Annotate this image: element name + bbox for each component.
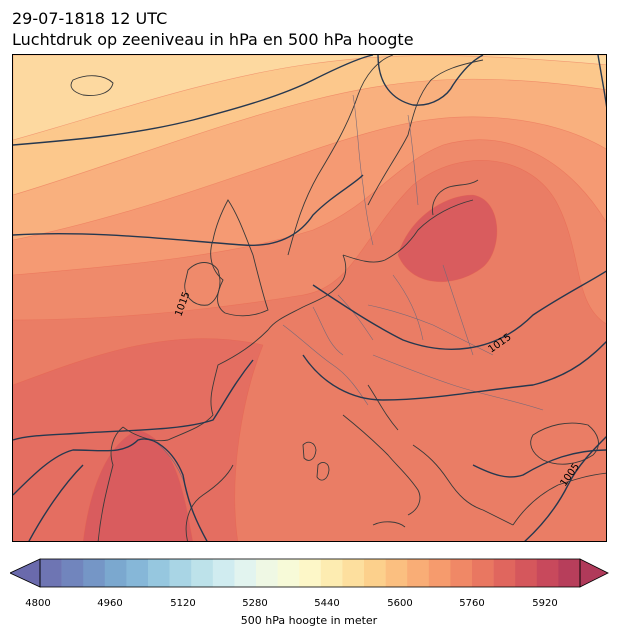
isobar-low-2 <box>13 438 208 541</box>
colorbar-cell <box>40 559 62 587</box>
isobar-1015 <box>13 359 254 441</box>
coast-balkans <box>412 444 606 526</box>
colorbar-under-arrow <box>10 558 41 588</box>
weather-map: 1015 1015 1005 <box>12 54 607 542</box>
map-title: Luchtdruk op zeeniveau in hPa en 500 hPa… <box>12 30 414 49</box>
map-datetime: 29-07-1818 12 UTC <box>12 9 168 28</box>
isobar-iberia <box>28 464 84 541</box>
colorbar-cell <box>472 559 494 587</box>
band-7 <box>397 194 498 283</box>
colorbar-cell <box>277 559 300 587</box>
coast-continent <box>122 254 347 442</box>
colorbar-cell <box>515 559 538 587</box>
borders-west <box>282 294 374 406</box>
colorbar-cell <box>212 559 235 587</box>
colorbar-cell <box>83 559 106 587</box>
colorbar-tick: 5280 <box>242 598 268 609</box>
coast-iceland <box>70 75 114 96</box>
coast-scandinavia <box>287 55 484 256</box>
coast-britain <box>210 199 269 317</box>
colorbar-cell <box>558 559 581 587</box>
colorbar-cell <box>256 559 278 587</box>
colorbar-cell <box>364 559 386 587</box>
height-bands <box>13 55 606 541</box>
isobar-north <box>13 174 364 246</box>
borders-east <box>367 264 544 411</box>
colorbar-cell <box>385 559 408 587</box>
coastlines <box>70 55 606 541</box>
country-borders <box>152 94 544 496</box>
colorbar-cell <box>234 559 257 587</box>
colorbar-tick: 5440 <box>314 598 340 609</box>
colorbar-cell <box>536 559 559 587</box>
coast-ireland <box>184 262 221 306</box>
coast-baltic <box>342 179 479 263</box>
isobar-southeast <box>472 449 606 478</box>
colorbar-cell <box>299 559 322 587</box>
isobar-east <box>597 55 606 107</box>
colorbar-over-arrow <box>579 558 609 588</box>
colorbar-cell <box>450 559 473 587</box>
colorbar-cell <box>407 559 430 587</box>
colorbar-cell <box>126 559 149 587</box>
colorbar-label: 500 hPa hoogte in meter <box>240 614 378 627</box>
colorbar-tick: 5760 <box>459 598 485 609</box>
colorbar-cell <box>342 559 365 587</box>
isobars <box>13 55 606 541</box>
colorbar-tick: 5120 <box>170 598 196 609</box>
colorbar <box>10 558 609 588</box>
coast-italy <box>342 384 421 516</box>
colorbar-cell <box>169 559 192 587</box>
coast-iberia <box>97 426 234 541</box>
isobar-south <box>302 341 606 401</box>
isobar-scandinavia <box>377 55 484 106</box>
colorbar-cell <box>191 559 214 587</box>
colorbar-cell <box>104 559 127 587</box>
isobar-high-atlantic <box>13 55 374 146</box>
borders-scandinavia <box>352 94 419 246</box>
coast-mediterranean-isles <box>302 441 406 528</box>
coast-blacksea <box>530 422 599 465</box>
colorbar-frame <box>39 558 581 588</box>
colorbar-cell <box>428 559 451 587</box>
colorbar-tick: 5600 <box>387 598 413 609</box>
colorbar-tick: 5920 <box>532 598 558 609</box>
colorbar-tick: 4960 <box>97 598 123 609</box>
isobar-1005 <box>524 436 606 541</box>
colorbar-cell <box>148 559 170 587</box>
colorbar-tick: 4800 <box>25 598 51 609</box>
isobar-low-1 <box>312 270 606 350</box>
colorbar-cell <box>493 559 516 587</box>
colorbar-cell <box>61 559 84 587</box>
colorbar-cell <box>320 559 343 587</box>
